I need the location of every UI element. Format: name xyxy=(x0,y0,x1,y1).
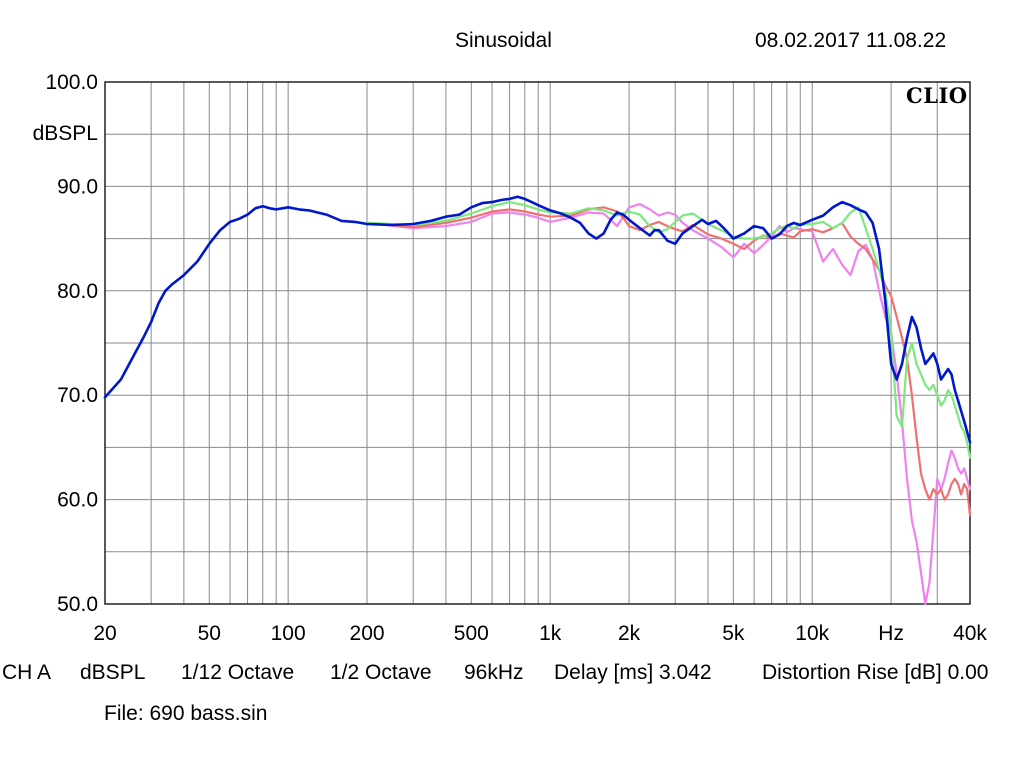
x-tick-label: 40k xyxy=(953,622,987,645)
y-tick-labels: 100.0 90.0 80.0 70.0 60.0 50.0 xyxy=(45,71,98,616)
delay-label: Delay [ms] 3.042 xyxy=(554,661,712,684)
series-lines xyxy=(103,195,972,606)
x-tick-label: 2k xyxy=(618,622,641,645)
x-tick-label: 20 xyxy=(93,622,116,645)
y-tick-label: 50.0 xyxy=(57,593,98,616)
window-label: 1/2 Octave xyxy=(330,661,432,684)
series-line-4 xyxy=(103,195,972,444)
y-tick-label: 60.0 xyxy=(57,489,98,512)
plot-border xyxy=(104,81,971,605)
y-tick-label: 80.0 xyxy=(57,280,98,303)
y-tick-label: 90.0 xyxy=(57,175,98,198)
sample-rate-label: 96kHz xyxy=(464,661,524,684)
y-tick-label: 70.0 xyxy=(57,384,98,407)
x-tick-label: 5k xyxy=(722,622,745,645)
file-name-label: File: 690 bass.sin xyxy=(104,702,268,725)
unit-label: dBSPL xyxy=(80,661,146,684)
clio-logo: CLIO xyxy=(906,83,968,108)
chart-title: Sinusoidal xyxy=(455,29,552,52)
x-tick-label: Hz xyxy=(878,622,904,645)
x-tick-label: 500 xyxy=(454,622,489,645)
x-tick-labels: 20 50 100 200 500 1k 2k 5k 10k Hz 40k xyxy=(93,622,987,645)
measurement-datetime: 08.02.2017 11.08.22 xyxy=(755,29,947,52)
y-tick-label: 100.0 xyxy=(45,71,98,94)
series-line-3 xyxy=(365,201,972,459)
channel-label: CH A xyxy=(2,661,52,684)
grid xyxy=(105,82,970,604)
x-tick-label: 200 xyxy=(350,622,385,645)
x-tick-label: 50 xyxy=(198,622,221,645)
series-line-1 xyxy=(365,203,972,606)
distortion-rise-label: Distortion Rise [dB] 0.00 xyxy=(762,661,989,684)
x-tick-label: 100 xyxy=(271,622,306,645)
y-unit-label: dBSPL xyxy=(33,122,98,145)
smoothing-label: 1/12 Octave xyxy=(181,661,295,684)
x-tick-label: 10k xyxy=(795,622,829,645)
x-tick-label: 1k xyxy=(539,622,562,645)
